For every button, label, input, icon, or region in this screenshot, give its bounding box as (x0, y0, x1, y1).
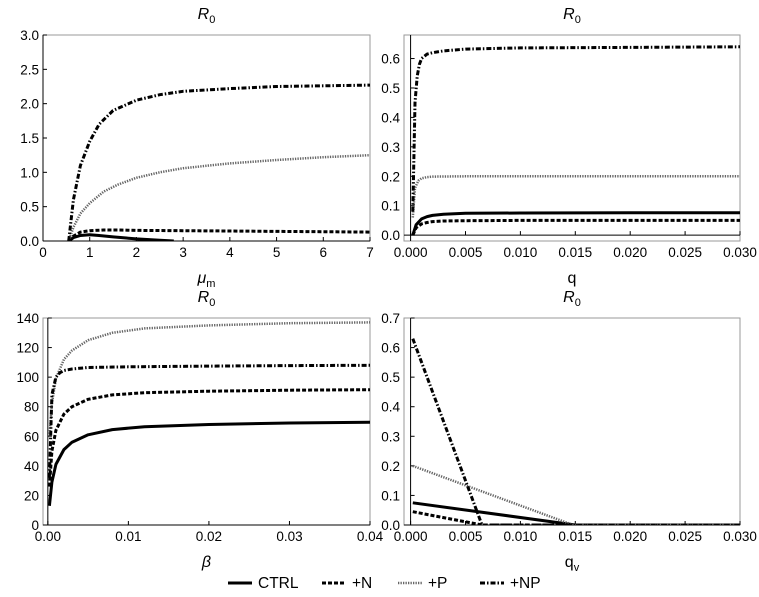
series-line-plus-p (411, 175, 740, 218)
plot-frame (403, 34, 741, 242)
series-line-plus-p (48, 321, 370, 437)
series-line-plus-n (411, 218, 740, 236)
x-tick-label: 1 (86, 245, 94, 260)
x-tick-label: 0.010 (503, 529, 537, 544)
y-tick-label: 0.0 (381, 518, 400, 533)
y-tick-label: 140 (16, 311, 39, 326)
panel-4: 0.000 0.005 0.010 0.015 0.020 0.025 0.030 0.0 0.… (381, 289, 757, 574)
x-tick-label: 3 (179, 245, 187, 260)
y-tick-label: 0 (31, 518, 39, 533)
y-tick-label: 0.0 (20, 234, 39, 249)
y-tick-label: 120 (16, 341, 39, 356)
series-line-plus-p (67, 153, 370, 241)
series-line-ctrl (47, 420, 370, 506)
x-tick-label: 0.005 (449, 245, 483, 260)
panel-title: R0 (563, 6, 581, 26)
series-line-plus-np (411, 45, 740, 212)
x-tick-label: 7 (366, 245, 374, 260)
x-tick-label: 0.015 (558, 529, 592, 544)
legend-label: CTRL (258, 575, 299, 592)
series-line-plus-n (67, 228, 370, 241)
plot-frame (403, 317, 741, 526)
legend-label: +P (428, 575, 447, 592)
x-tick-label: 0.01 (115, 529, 141, 544)
x-tick-label: 0.03 (276, 529, 302, 544)
x-axis-label: qv (565, 554, 580, 574)
y-tick-label: 0.6 (381, 341, 400, 356)
x-tick-label: 5 (273, 245, 281, 260)
x-tick-label: 0.000 (394, 245, 428, 260)
x-axis-label: q (568, 270, 577, 287)
y-tick-label: 0.5 (20, 200, 39, 215)
x-axis-label: μm (197, 270, 216, 290)
y-tick-label: 0.1 (381, 199, 400, 214)
x-tick-label: 0.015 (558, 245, 592, 260)
series-line-ctrl (411, 211, 740, 236)
x-tick-label: 0.010 (503, 245, 537, 260)
panel-3: 0.00 0.01 0.02 0.03 0.04 0 20 40 60 80 100 120 140 R0… (16, 289, 383, 571)
y-tick-label: 1.5 (20, 131, 39, 146)
y-tick-label: 0.2 (381, 169, 400, 184)
x-tick-label: 0.025 (668, 245, 702, 260)
series-line-plus-np (411, 338, 740, 525)
x-tick-label: 0.00 (35, 529, 61, 544)
panel-title: R0 (198, 289, 216, 309)
series-line-ctrl (412, 501, 740, 525)
x-tick-label: 0.020 (613, 245, 647, 260)
x-tick-label: 0.000 (394, 529, 428, 544)
panel-1: 0 1 2 3 4 5 6 7 0.0 0.5 1.0 1.5 2.0 2.5 3.0 R0 μm (20, 6, 374, 290)
y-tick-label: 0.4 (381, 110, 400, 125)
y-tick-label: 0.4 (381, 400, 400, 415)
legend-label: +N (352, 575, 372, 592)
panel-2: 0.000 0.005 0.010 0.015 0.020 0.025 0.030 0.0 0.… (381, 6, 757, 287)
x-tick-label: 0.04 (357, 529, 384, 544)
series-line-ctrl (67, 233, 174, 241)
x-tick-label: 2 (133, 245, 141, 260)
y-tick-label: 0.5 (381, 370, 400, 385)
y-tick-label: 40 (24, 459, 39, 474)
y-tick-label: 0.3 (381, 140, 400, 155)
x-tick-label: 0.02 (196, 529, 222, 544)
legend-label: +NP (510, 575, 541, 592)
y-tick-label: 0.2 (381, 459, 400, 474)
x-tick-label: 0.025 (668, 529, 702, 544)
y-tick-label: 0.1 (381, 488, 400, 503)
y-tick-label: 20 (24, 488, 39, 503)
y-tick-label: 2.0 (20, 97, 39, 112)
x-tick-label: 0.020 (613, 529, 647, 544)
y-tick-label: 60 (24, 429, 39, 444)
y-tick-label: 0.0 (381, 228, 400, 243)
x-tick-label: 0.030 (723, 245, 757, 260)
panel-title: R0 (563, 289, 581, 309)
y-tick-label: 80 (24, 400, 39, 415)
y-tick-label: 2.5 (20, 62, 39, 77)
x-tick-label: 6 (320, 245, 328, 260)
series-line-plus-np (67, 83, 370, 241)
x-tick-label: 4 (226, 245, 234, 260)
y-tick-label: 0.3 (381, 429, 400, 444)
legend: CTRL +N +P +NP (228, 575, 541, 592)
x-tick-label: 0 (39, 245, 47, 260)
y-tick-label: 0.6 (381, 52, 400, 67)
y-tick-label: 0.7 (381, 311, 400, 326)
x-tick-label: 0.005 (449, 529, 483, 544)
y-tick-label: 1.0 (20, 165, 39, 180)
y-tick-label: 3.0 (20, 28, 39, 43)
panel-title: R0 (198, 6, 216, 26)
series-line-plus-n (412, 510, 740, 525)
series-line-plus-np (47, 363, 370, 478)
x-tick-label: 0.030 (723, 529, 757, 544)
series-line-plus-n (47, 388, 370, 487)
y-tick-label: 0.5 (381, 81, 400, 96)
x-axis-label: β (201, 554, 211, 571)
y-tick-label: 100 (16, 370, 39, 385)
